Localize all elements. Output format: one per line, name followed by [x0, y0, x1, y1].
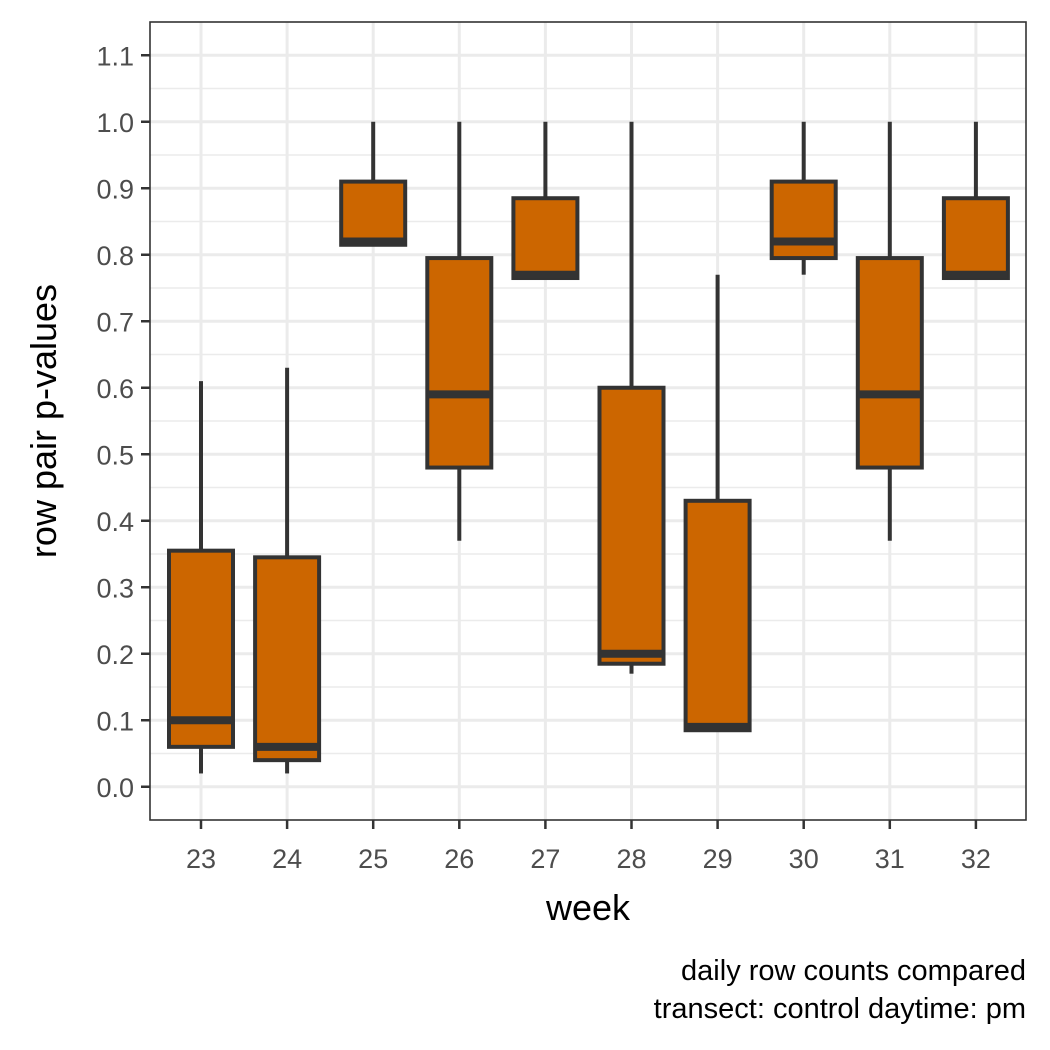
- x-tick-label: 32: [961, 844, 991, 874]
- box-week-29: [683, 274, 752, 733]
- box-iqr: [425, 256, 494, 470]
- box-week-26: [425, 121, 494, 541]
- box-iqr: [253, 555, 322, 763]
- box-iqr: [511, 196, 580, 281]
- caption-line-2: transect: control daytime: pm: [654, 993, 1026, 1025]
- box-week-28: [597, 121, 666, 674]
- x-tick-label: 23: [186, 844, 216, 874]
- y-tick-label: 0.6: [96, 374, 134, 404]
- box-iqr: [597, 385, 666, 666]
- box-iqr: [167, 548, 235, 749]
- box-iqr: [339, 179, 408, 247]
- y-tick-label: 0.4: [96, 507, 134, 537]
- box-week-32: [941, 121, 1010, 281]
- x-tick-label: 31: [875, 844, 905, 874]
- x-tick-label: 29: [703, 844, 733, 874]
- y-tick-label: 1.0: [96, 108, 134, 138]
- y-tick-label: 0.0: [96, 773, 134, 803]
- y-tick-label: 0.7: [96, 307, 134, 337]
- x-tick-label: 28: [616, 844, 646, 874]
- x-tick-label: 26: [444, 844, 474, 874]
- box-week-27: [511, 121, 580, 281]
- panel-border: [149, 21, 1027, 821]
- boxes: [167, 121, 1010, 774]
- box-week-31: [855, 121, 924, 541]
- caption-line-1: daily row counts compared: [681, 955, 1026, 987]
- axes: 0.0 0.1 0.2 0.3 0.4 0.5 0.6 0.7 0.8 0.9 1.0 1.1 23 24…: [96, 41, 990, 874]
- x-tick-label: 30: [789, 844, 819, 874]
- y-tick-label: 0.1: [96, 706, 134, 736]
- x-tick-label: 25: [358, 844, 388, 874]
- box-week-24: [253, 367, 322, 774]
- y-tick-label: 0.3: [96, 573, 134, 603]
- box-iqr: [683, 498, 752, 733]
- y-tick-label: 0.8: [96, 241, 134, 271]
- x-tick-label: 27: [530, 844, 560, 874]
- box-week-23: [167, 381, 235, 774]
- x-tick-label: 24: [272, 844, 302, 874]
- y-tick-label: 0.9: [96, 174, 134, 204]
- box-iqr: [855, 256, 924, 470]
- y-tick-label: 1.1: [96, 41, 134, 71]
- box-week-25: [339, 121, 408, 247]
- y-tick-label: 0.5: [96, 440, 134, 470]
- y-axis-title: row pair p-values: [23, 284, 64, 558]
- box-iqr: [941, 196, 1010, 281]
- y-tick-label: 0.2: [96, 640, 134, 670]
- x-axis-title: week: [545, 887, 631, 928]
- box-iqr: [769, 179, 838, 261]
- box-week-30: [769, 121, 838, 275]
